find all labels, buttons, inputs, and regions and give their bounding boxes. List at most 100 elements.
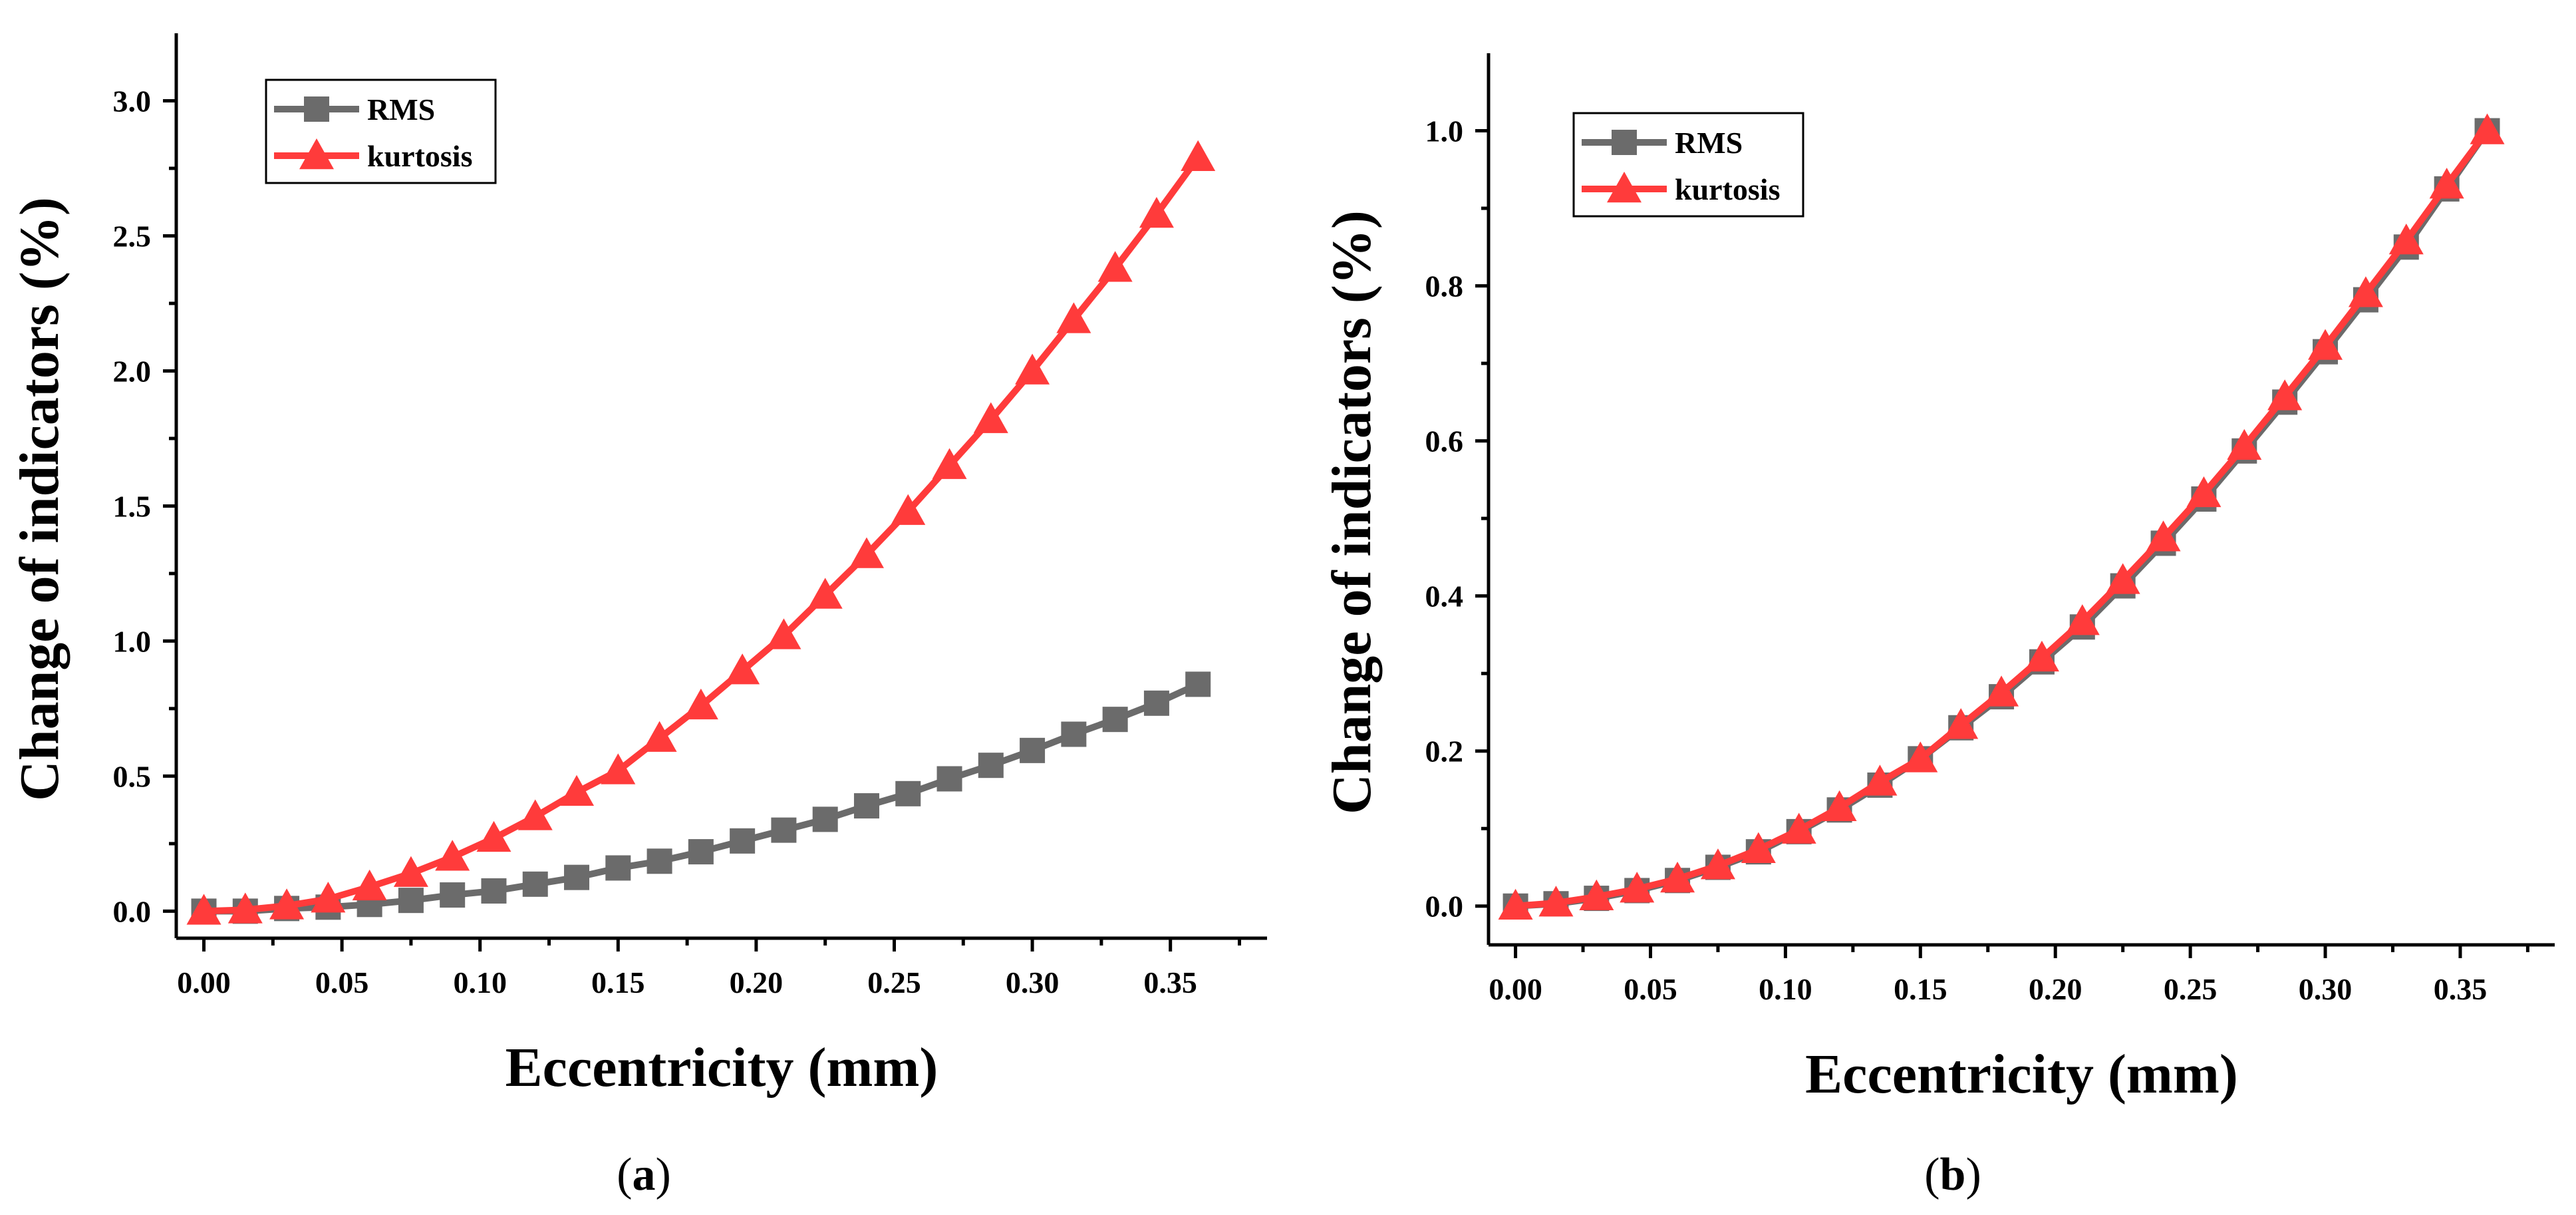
chart-b-kurtosis-point bbox=[1538, 886, 1574, 917]
chart-b-kurtosis-point bbox=[1498, 888, 1533, 920]
chart-b-y-tick-label: 0.4 bbox=[1425, 580, 1464, 613]
chart-b-y-tick-label: 0.6 bbox=[1425, 425, 1464, 458]
chart-b-x-tick-label: 0.25 bbox=[2164, 972, 2218, 1006]
chart-a-kurtosis-point bbox=[186, 894, 221, 925]
chart-a-kurtosis-point bbox=[269, 888, 305, 920]
chart-b-legend-kurtosis-label: kurtosis bbox=[1675, 172, 1780, 206]
chart-b-kurtosis-point bbox=[1660, 861, 1695, 893]
chart-a-kurtosis-point bbox=[1097, 251, 1133, 282]
chart-a-x-tick-label: 0.05 bbox=[315, 965, 369, 999]
chart-b-kurtosis-point bbox=[1781, 812, 1816, 844]
chart-a-kurtosis-point bbox=[891, 494, 926, 525]
chart-b-kurtosis-point bbox=[1943, 708, 1979, 739]
chart-b-kurtosis-point bbox=[2348, 276, 2383, 307]
chart-a-rms-point bbox=[522, 871, 548, 897]
chart-a-kurtosis-point bbox=[517, 799, 553, 830]
chart-a-x-tick-label: 0.20 bbox=[730, 965, 784, 999]
chart-b-kurtosis-point bbox=[2429, 168, 2464, 199]
chart-a-kurtosis-point bbox=[1056, 302, 1091, 333]
chart-b-series-kurtosis bbox=[1498, 113, 2505, 920]
chart-a-rms-point bbox=[853, 793, 879, 819]
chart-a-kurtosis-point bbox=[683, 688, 718, 720]
chart-a-kurtosis-point bbox=[1139, 197, 1174, 228]
chart-a-y-tick-label: 3.0 bbox=[113, 84, 152, 118]
chart-b-legend-rms-marker bbox=[1612, 130, 1637, 155]
chart-b-y-axis-title: Change of indicators (%) bbox=[1321, 210, 1383, 814]
chart-a-rms-point bbox=[481, 878, 507, 904]
chart-b-x-tick-label: 0.20 bbox=[2029, 972, 2082, 1006]
chart-a-kurtosis-point bbox=[227, 892, 263, 924]
chart-a-kurtosis-point bbox=[352, 869, 387, 901]
chart-a-x-tick-label: 0.30 bbox=[1006, 965, 1060, 999]
chart-b-kurtosis-point bbox=[2227, 429, 2262, 460]
chart-a-x-tick-label: 0.25 bbox=[867, 965, 921, 999]
chart-b-kurtosis-point bbox=[1700, 848, 1735, 880]
chart-a-kurtosis-point bbox=[807, 578, 843, 609]
chart-a-y-tick-label: 1.5 bbox=[113, 489, 152, 523]
chart-a-y-tick-label: 0.5 bbox=[113, 759, 152, 793]
chart-a-rms-point bbox=[688, 839, 714, 865]
chart-a-rms-point bbox=[564, 864, 590, 890]
chart-b-kurtosis-point bbox=[2267, 379, 2303, 411]
chart-b-y-tick-label: 0.2 bbox=[1425, 735, 1464, 769]
chart-a-rms-point bbox=[771, 817, 797, 843]
chart-a-rms-point bbox=[1020, 737, 1046, 763]
chart-panel-b: 0.00 0.05 0.10 0.15 0.20 0.25 0.30 0.35 0.0 0.2 0.… bbox=[1288, 0, 2576, 1215]
chart-a-x-tick-label: 0.15 bbox=[591, 965, 645, 999]
chart-b-x-tick-label: 0.00 bbox=[1489, 972, 1542, 1006]
chart-b-panel-label: (b) bbox=[1924, 1149, 1981, 1200]
chart-b-kurtosis-point bbox=[2470, 113, 2505, 144]
chart-a-kurtosis-point bbox=[311, 882, 346, 913]
chart-b-y-tick-label: 1.0 bbox=[1425, 114, 1464, 148]
chart-a-rms-point bbox=[1102, 707, 1128, 733]
chart-a-rms-point bbox=[978, 753, 1004, 779]
chart-b-kurtosis-point bbox=[2065, 604, 2100, 635]
chart-a-panel-label: (a) bbox=[617, 1149, 671, 1200]
chart-a-legend-kurtosis-label: kurtosis bbox=[367, 139, 472, 173]
chart-b-x-tick-label: 0.10 bbox=[1759, 972, 1812, 1006]
chart-b-y-tick-label: 0.0 bbox=[1425, 890, 1464, 924]
chart-a-rms-point bbox=[895, 781, 921, 806]
chart-a-kurtosis-point bbox=[725, 653, 760, 685]
chart-a-kurtosis-point bbox=[1181, 140, 1216, 172]
chart-b-kurtosis-point bbox=[2308, 329, 2343, 360]
chart-panel-a: 0.00 0.05 0.10 0.15 0.20 0.25 0.30 0.35 0.0 0.5 1.… bbox=[9, 33, 1267, 1200]
chart-a-rms-point bbox=[605, 855, 631, 881]
chart-a-y-tick-label: 2.0 bbox=[113, 354, 152, 388]
chart-a-kurtosis-point bbox=[766, 618, 801, 649]
chart-a-y-tick-label: 2.5 bbox=[113, 219, 152, 253]
chart-a-x-axis-title: Eccentricity (mm) bbox=[505, 1037, 938, 1099]
chart-b-legend-kurtosis-marker bbox=[1607, 172, 1642, 203]
chart-b-y-tick-label: 0.8 bbox=[1425, 269, 1464, 303]
chart-a-kurtosis-line bbox=[204, 155, 1201, 915]
chart-b-svg: 0.00 0.05 0.10 0.15 0.20 0.25 0.30 0.35 0.0 0.2 0.… bbox=[1321, 53, 2555, 1200]
chart-a-kurtosis-point bbox=[393, 856, 428, 887]
chart-b-legend: RMS kurtosis bbox=[1572, 112, 1804, 218]
chart-a-rms-point bbox=[440, 882, 466, 908]
chart-b-kurtosis-point bbox=[1741, 832, 1776, 863]
chart-a-y-tick-label: 1.0 bbox=[113, 624, 152, 658]
chart-a-rms-point bbox=[1061, 721, 1087, 747]
chart-b-kurtosis-point bbox=[2146, 520, 2181, 552]
chart-a-y-axis-title: Change of indicators (%) bbox=[9, 197, 71, 801]
chart-a-legend-rms-marker bbox=[304, 96, 329, 122]
chart-b-kurtosis-point bbox=[1620, 872, 1655, 903]
chart-a-x-tick-label: 0.35 bbox=[1143, 965, 1197, 999]
chart-a-kurtosis-point bbox=[642, 721, 677, 752]
chart-a-rms-point bbox=[812, 806, 838, 832]
chart-a-legend-kurtosis-marker bbox=[299, 138, 334, 170]
chart-a-kurtosis-point bbox=[476, 820, 511, 852]
chart-a-rms-point bbox=[1143, 690, 1169, 716]
chart-b-rms-line bbox=[1515, 128, 2490, 910]
chart-a-kurtosis-point bbox=[932, 448, 967, 479]
chart-a-x-tick-label: 0.00 bbox=[177, 965, 231, 999]
chart-a-kurtosis-point bbox=[435, 840, 470, 871]
chart-a-legend-rms-label: RMS bbox=[367, 92, 435, 126]
chart-b-x-tick-label: 0.35 bbox=[2434, 972, 2488, 1006]
chart-a-kurtosis-point bbox=[973, 402, 1008, 433]
chart-a-rms-point bbox=[1185, 671, 1211, 697]
chart-b-x-tick-label: 0.30 bbox=[2299, 972, 2353, 1006]
chart-a-legend: RMS kurtosis bbox=[265, 79, 497, 184]
chart-a-rms-point bbox=[646, 848, 672, 874]
chart-b-kurtosis-point bbox=[1822, 790, 1857, 822]
